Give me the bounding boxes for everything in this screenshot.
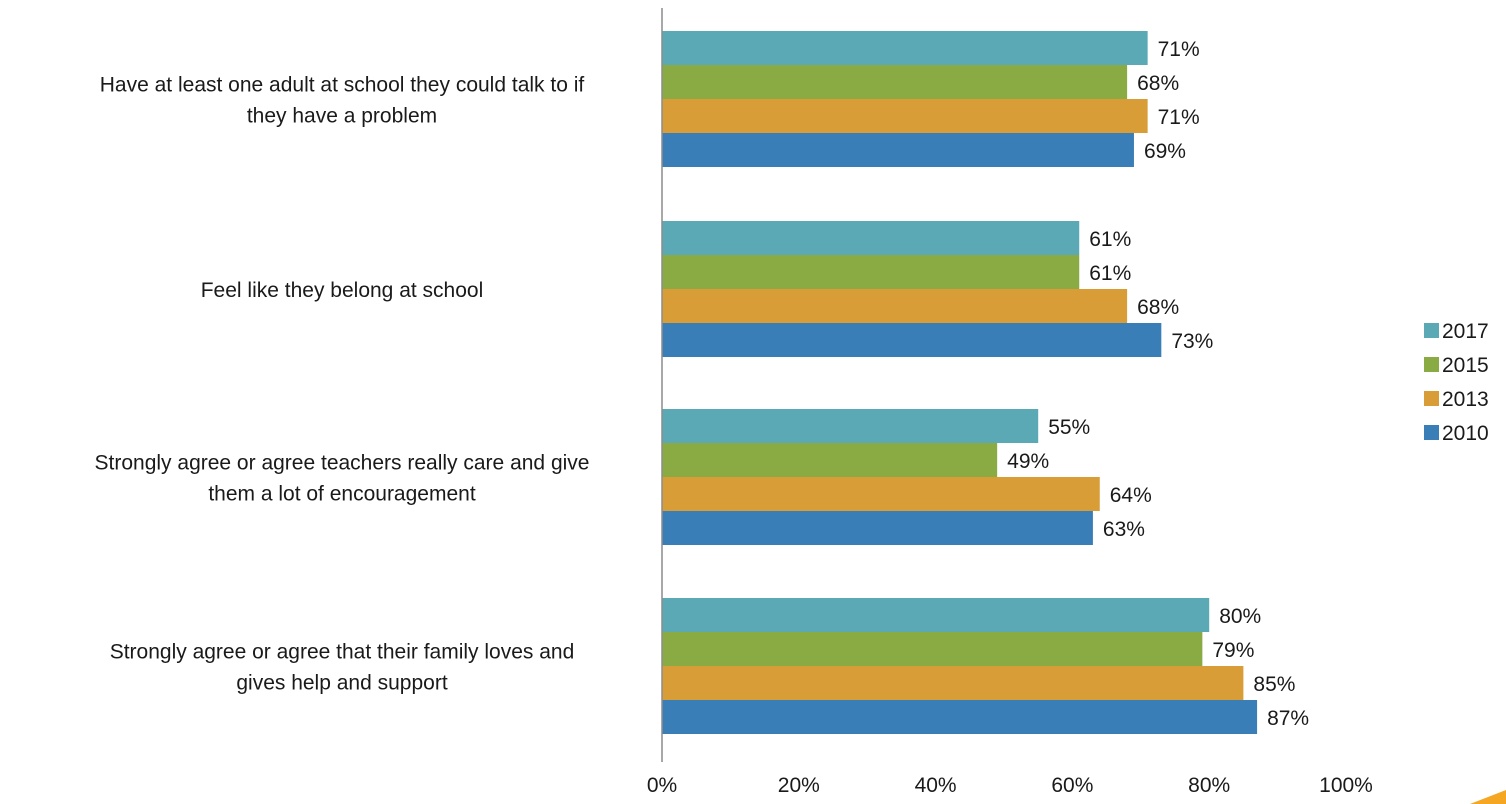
bar-2015: [662, 443, 998, 477]
x-axis-ticks: 0% 20% 40% 60% 80% 100%: [647, 774, 1373, 797]
bar-2013: [662, 477, 1100, 511]
category-label: them a lot of encouragement: [208, 483, 475, 506]
bar-2010: [662, 133, 1134, 167]
category-label: Feel like they belong at school: [201, 279, 484, 302]
category-label: they have a problem: [247, 105, 437, 128]
bar-2010: [662, 511, 1093, 545]
legend-label: 2015: [1442, 354, 1489, 377]
data-label: 63%: [1103, 518, 1145, 541]
data-label: 61%: [1089, 262, 1131, 285]
bar-2017: [662, 31, 1148, 65]
data-label: 85%: [1253, 673, 1295, 696]
data-label: 71%: [1158, 106, 1200, 129]
data-label: 80%: [1219, 605, 1261, 628]
data-label: 61%: [1089, 228, 1131, 251]
data-label: 68%: [1137, 296, 1179, 319]
bar-2013: [662, 666, 1244, 700]
category-labels: Have at least one adult at school they c…: [95, 74, 590, 695]
bar-2013: [662, 289, 1128, 323]
x-tick-label: 100%: [1319, 774, 1373, 797]
bar-2015: [662, 632, 1203, 666]
corner-accent: [1470, 790, 1506, 804]
x-tick-label: 20%: [778, 774, 820, 797]
bar-2017: [662, 598, 1210, 632]
data-label: 49%: [1007, 450, 1049, 473]
bar-2010: [662, 323, 1162, 357]
data-label: 73%: [1171, 330, 1213, 353]
x-tick-label: 0%: [647, 774, 677, 797]
legend-swatch: [1424, 391, 1439, 406]
bar-2017: [662, 409, 1039, 443]
legend-swatch: [1424, 425, 1439, 440]
bar-2017: [662, 221, 1080, 255]
bar-2015: [662, 255, 1080, 289]
bar-series: [662, 31, 1258, 734]
data-label: 69%: [1144, 140, 1186, 163]
x-tick-label: 40%: [915, 774, 957, 797]
x-tick-label: 60%: [1051, 774, 1093, 797]
legend-label: 2013: [1442, 388, 1489, 411]
category-label: Strongly agree or agree teachers really …: [95, 452, 590, 475]
data-label: 87%: [1267, 707, 1309, 730]
category-label: Strongly agree or agree that their famil…: [110, 641, 575, 664]
data-label: 55%: [1048, 416, 1090, 439]
data-labels: 71% 68% 71% 69% 61% 61% 68% 73% 55% 49% 64% 63% 80% 7…: [1007, 38, 1309, 730]
data-label: 68%: [1137, 72, 1179, 95]
data-label: 71%: [1158, 38, 1200, 61]
data-label: 79%: [1212, 639, 1254, 662]
bar-2013: [662, 99, 1148, 133]
bar-2010: [662, 700, 1258, 734]
x-tick-label: 80%: [1188, 774, 1230, 797]
category-label: gives help and support: [236, 672, 447, 695]
bar-2015: [662, 65, 1128, 99]
legend-swatch: [1424, 357, 1439, 372]
data-label: 64%: [1110, 484, 1152, 507]
legend-swatch: [1424, 323, 1439, 338]
category-label: Have at least one adult at school they c…: [100, 74, 585, 97]
legend: 2017 2015 2013 2010: [1424, 320, 1489, 445]
legend-label: 2010: [1442, 422, 1489, 445]
legend-label: 2017: [1442, 320, 1489, 343]
